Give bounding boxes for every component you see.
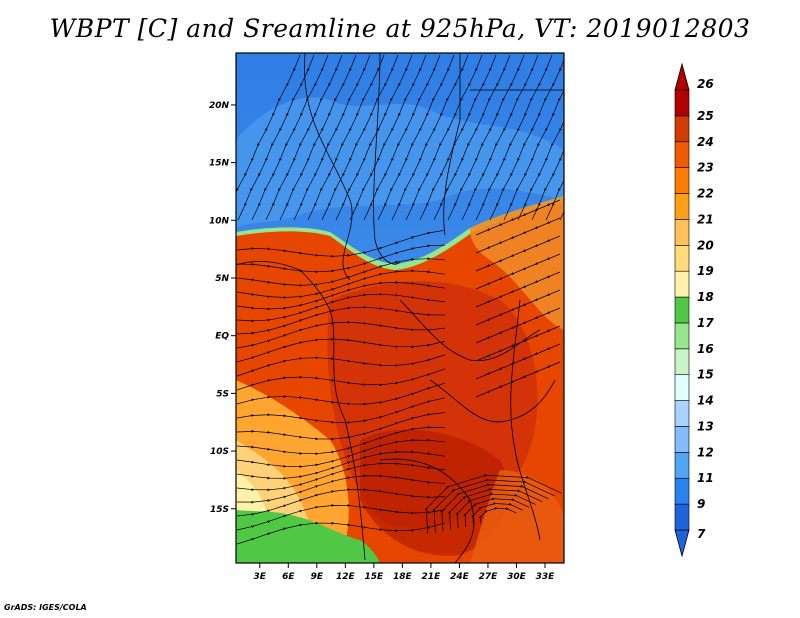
colorbar-swatch: [674, 270, 690, 298]
lat-label: EQ: [215, 332, 229, 342]
colorbar-swatch: [674, 348, 690, 376]
streamline: [545, 68, 564, 221]
lon-label: 24E: [450, 572, 470, 582]
longitude-axis: 3E 6E 9E 12E 15E 18E 21E 24E 27E 30E 33E: [254, 563, 556, 582]
colorbar-label: 17: [697, 316, 714, 330]
streamline: [559, 210, 564, 221]
colorbar-swatch: [674, 244, 690, 272]
colorbar-label: 9: [697, 497, 705, 511]
streamline: [236, 368, 446, 391]
lon-label: 30E: [507, 572, 527, 582]
lon-label: 6E: [282, 572, 295, 582]
colorbar-label: 18: [697, 290, 714, 304]
colorbar-swatch: [674, 115, 690, 143]
colorbar-swatch: [674, 503, 690, 531]
lat-label: 15S: [210, 505, 229, 515]
lat-label: 5N: [215, 274, 229, 284]
streamline: [424, 473, 562, 535]
lon-label: 9E: [311, 572, 324, 582]
colorbar-bottom-arrow: [674, 529, 690, 558]
colorbar: 7 9 11 12 13 14 15 16 17 18 19 20 21 22 23 24 25 26: [674, 62, 714, 558]
colorbar-label: 16: [697, 342, 714, 356]
colorbar-label: 12: [697, 445, 714, 459]
colorbar-swatch: [674, 167, 690, 194]
grads-credit: GrADS: IGES/COLA: [4, 603, 87, 612]
lon-label: 12E: [336, 572, 356, 582]
colorbar-label: 19: [697, 264, 714, 278]
streamlines: [236, 54, 650, 545]
country-borders: [236, 53, 564, 563]
colorbar-label: 21: [697, 212, 714, 226]
lon-label: 3E: [254, 572, 267, 582]
colorbar-swatch: [674, 296, 690, 324]
streamline: [531, 68, 564, 221]
colorbar-swatch: [674, 219, 690, 246]
colorbar-label: 20: [697, 238, 714, 252]
lat-label: 10N: [209, 216, 230, 226]
colorbar-swatch: [674, 89, 690, 117]
colorbar-swatch: [674, 477, 690, 505]
lon-label: 33E: [536, 572, 556, 582]
map-title: WBPT [C] and Sreamline at 925hPa, VT: 20…: [49, 14, 751, 43]
lat-label: 5S: [216, 389, 229, 399]
colorbar-label: 26: [697, 77, 714, 91]
map-frame: [235, 52, 565, 564]
colorbar-swatch: [674, 141, 690, 168]
latitude-axis: 20N 15N 10N 5N EQ 5S 10S 15S: [209, 101, 236, 515]
lon-label: 27E: [479, 572, 499, 582]
colorbar-swatch: [674, 193, 690, 220]
colorbar-top-arrow: [674, 62, 690, 91]
colorbar-label: 14: [697, 394, 714, 408]
streamline: [236, 337, 446, 363]
colorbar-swatch: [674, 452, 690, 479]
lat-label: 20N: [209, 101, 230, 111]
colorbar-label: 7: [697, 527, 706, 541]
streamline: [236, 354, 446, 377]
colorbar-label: 23: [697, 161, 714, 175]
streamline: [475, 361, 561, 398]
colorbar-label: 11: [697, 471, 714, 485]
colorbar-label: 22: [697, 187, 714, 201]
streamline: [574, 55, 650, 220]
colorbar-label: 13: [697, 419, 714, 433]
colorbar-label: 24: [697, 135, 714, 149]
lat-label: 10S: [210, 447, 229, 457]
lon-label: 21E: [422, 572, 442, 582]
lon-label: 15E: [365, 572, 385, 582]
streamline: [236, 521, 446, 545]
lat-label: 15N: [209, 159, 230, 169]
colorbar-label: 25: [697, 109, 714, 123]
temperature-field: [236, 53, 650, 563]
colorbar-swatch: [674, 400, 690, 427]
streamline: [236, 504, 446, 531]
colorbar-swatch: [674, 426, 690, 453]
colorbar-label: 15: [697, 368, 714, 382]
lon-label: 18E: [393, 572, 413, 582]
colorbar-swatch: [674, 322, 690, 350]
colorbar-swatch: [674, 374, 690, 401]
